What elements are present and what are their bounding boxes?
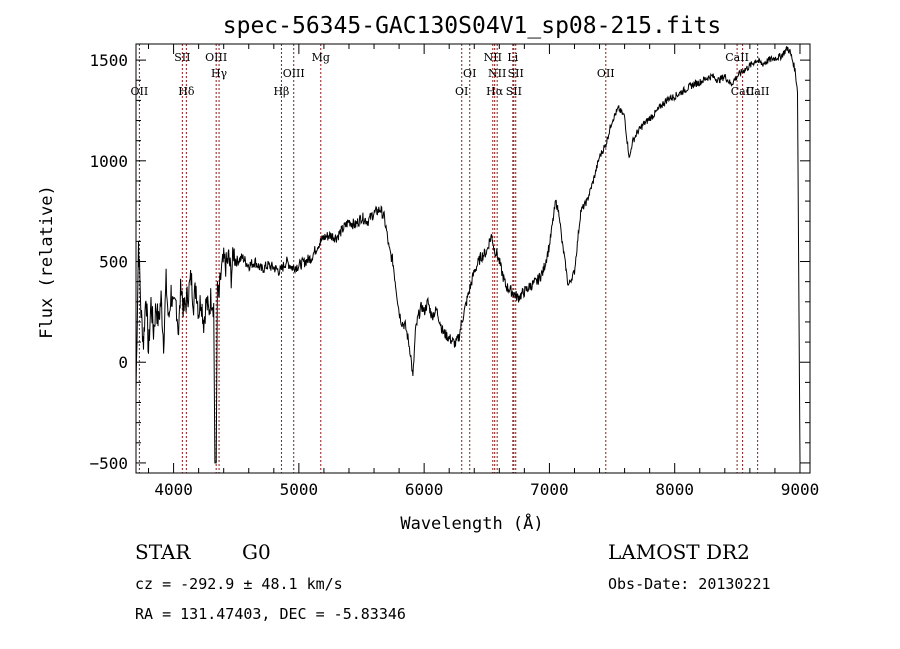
obs-date-text: Obs-Date: 20130221 (608, 575, 771, 593)
survey-name: LAMOST DR2 (608, 540, 750, 564)
line-label-19: CaII (746, 85, 770, 98)
x-tick-label-5: 9000 (781, 480, 820, 499)
y-tick-label-2: 500 (99, 253, 128, 272)
y-tick-label-4: 1500 (89, 51, 128, 70)
line-label-6: OIII (283, 67, 305, 80)
x-tick-label-2: 6000 (405, 480, 444, 499)
line-label-4: Hγ (211, 67, 228, 80)
line-label-5: Hβ (273, 85, 289, 98)
y-tick-label-3: 1000 (89, 152, 128, 171)
x-tick-label-4: 8000 (655, 480, 694, 499)
line-label-10: NII (484, 51, 502, 64)
line-label-0: OII (131, 85, 149, 98)
line-label-8: OI (455, 85, 468, 98)
line-label-2: Hδ (178, 85, 195, 98)
y-axis-ticks: −500 0 500 1000 1500 (89, 51, 810, 473)
coordinates-text: RA = 131.47403, DEC = -5.83346 (135, 605, 406, 623)
line-label-15: SII (508, 67, 524, 80)
line-label-1: SII (174, 51, 190, 64)
object-class: STAR (135, 540, 191, 564)
line-label-11: Hα (486, 85, 504, 98)
line-label-12: NII (488, 67, 506, 80)
line-label-18: CaII (731, 85, 755, 98)
y-tick-label-1: 0 (118, 353, 128, 372)
line-label-3: OIII (205, 51, 227, 64)
spectral-line-labels: OIISIIHδOIIIHγHβOIIIMgOIOINIIHαNIILiSIIS… (131, 51, 770, 98)
x-tick-label-3: 7000 (530, 480, 569, 499)
line-label-14: SII (506, 85, 522, 98)
y-tick-label-0: −500 (89, 454, 128, 473)
line-label-17: CaII (725, 51, 749, 64)
x-axis-ticks: 4000 5000 6000 7000 8000 9000 (148, 44, 820, 499)
line-label-7: Mg (312, 51, 330, 64)
chart-title: spec-56345-GAC130S04V1_sp08-215.fits (223, 13, 722, 39)
line-label-13: Li (507, 51, 518, 64)
x-tick-label-1: 5000 (280, 480, 319, 499)
x-tick-label-0: 4000 (154, 480, 193, 499)
spectrum-line (135, 46, 801, 464)
line-label-16: OII (597, 67, 615, 80)
object-subclass: G0 (242, 540, 271, 564)
y-axis-label: Flux (relative) (37, 185, 57, 339)
plot-frame (135, 43, 811, 474)
redshift-text: cz = -292.9 ± 48.1 km/s (135, 575, 343, 593)
line-label-9: OI (463, 67, 476, 80)
x-axis-label: Wavelength (Å) (400, 512, 543, 534)
